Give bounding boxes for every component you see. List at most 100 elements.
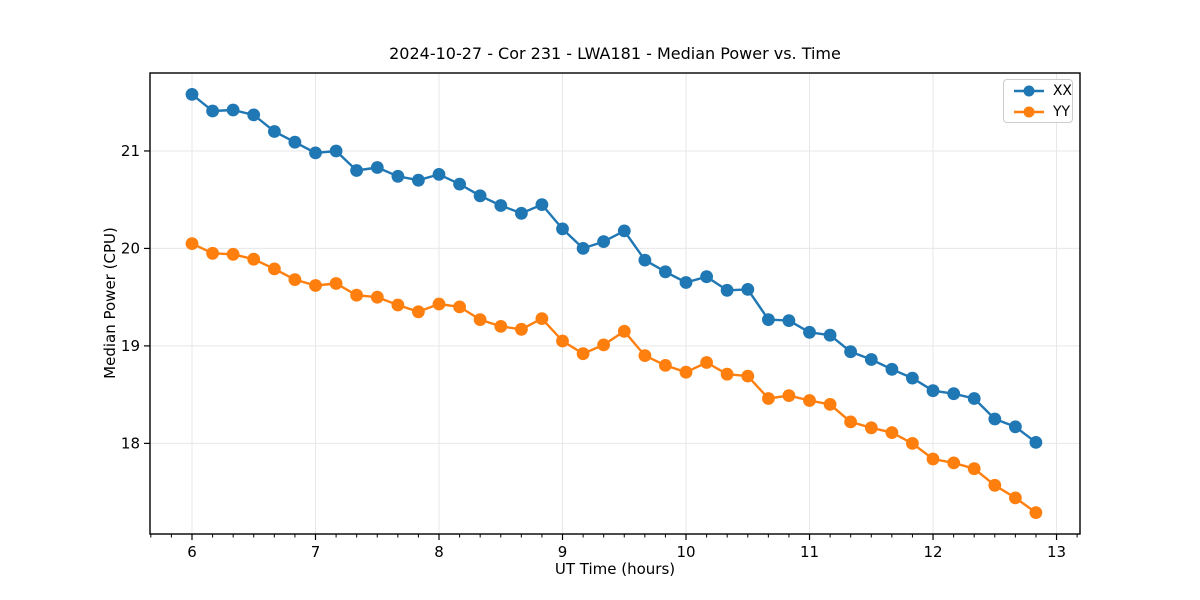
legend-line-sample-icon bbox=[1014, 85, 1044, 96]
data-point-yy bbox=[535, 312, 549, 325]
x-tick-label: 13 bbox=[1047, 543, 1066, 561]
data-point-xx bbox=[617, 224, 631, 238]
data-point-xx bbox=[1009, 420, 1022, 434]
data-point-yy bbox=[947, 456, 961, 470]
y-tick-label: 18 bbox=[121, 434, 140, 452]
data-point-yy bbox=[679, 365, 693, 379]
data-point-xx bbox=[906, 371, 919, 385]
data-point-xx bbox=[309, 146, 322, 160]
data-point-xx bbox=[453, 177, 466, 191]
y-tick-label: 20 bbox=[121, 239, 140, 257]
data-point-xx bbox=[473, 189, 487, 203]
data-point-xx bbox=[597, 235, 610, 249]
x-tick-label: 6 bbox=[187, 543, 197, 561]
data-point-yy bbox=[597, 338, 610, 352]
data-point-xx bbox=[494, 199, 508, 212]
data-point-yy bbox=[720, 367, 734, 381]
plot-border bbox=[149, 72, 1081, 535]
data-point-xx bbox=[782, 314, 796, 327]
data-point-yy bbox=[700, 356, 713, 369]
data-point-xx bbox=[947, 387, 961, 401]
data-point-yy bbox=[576, 347, 590, 361]
data-point-xx bbox=[926, 384, 940, 398]
data-point-xx bbox=[268, 125, 281, 138]
data-point-xx bbox=[1029, 436, 1043, 449]
legend: XX YY bbox=[1003, 79, 1073, 123]
data-point-yy bbox=[247, 252, 261, 266]
data-point-xx bbox=[432, 168, 446, 181]
x-tick-label: 9 bbox=[558, 543, 568, 561]
data-point-xx bbox=[535, 198, 549, 212]
data-point-yy bbox=[206, 246, 220, 260]
data-point-yy bbox=[288, 273, 302, 286]
y-tick-label: 19 bbox=[121, 337, 140, 355]
data-point-xx bbox=[515, 206, 528, 220]
data-point-xx bbox=[350, 164, 363, 177]
data-point-yy bbox=[844, 415, 857, 429]
data-point-yy bbox=[556, 334, 569, 348]
data-point-xx bbox=[288, 135, 302, 149]
data-point-xx bbox=[741, 283, 755, 296]
x-tick-label: 12 bbox=[923, 543, 942, 561]
data-point-xx bbox=[988, 412, 1002, 426]
x-tick-label: 11 bbox=[800, 543, 819, 561]
data-point-yy bbox=[268, 262, 281, 276]
legend-label: XX bbox=[1052, 82, 1072, 99]
data-point-yy bbox=[782, 389, 796, 402]
data-point-yy bbox=[617, 324, 631, 338]
data-point-xx bbox=[803, 325, 816, 339]
data-point-xx bbox=[226, 103, 240, 117]
data-point-xx bbox=[720, 283, 734, 297]
data-point-yy bbox=[926, 452, 940, 466]
data-point-xx bbox=[823, 328, 837, 342]
data-point-yy bbox=[412, 305, 425, 319]
chart-title: 2024-10-27 - Cor 231 - LWA181 - Median P… bbox=[389, 44, 841, 63]
data-point-xx bbox=[679, 276, 693, 289]
data-point-yy bbox=[864, 421, 878, 435]
data-point-xx bbox=[885, 362, 899, 376]
legend-label: YY bbox=[1053, 103, 1071, 120]
data-point-xx bbox=[556, 222, 569, 236]
data-point-yy bbox=[1009, 491, 1022, 505]
y-axis-label: Median Power (CPU) bbox=[101, 227, 119, 379]
data-point-yy bbox=[823, 398, 837, 411]
data-point-yy bbox=[226, 247, 240, 261]
data-point-xx bbox=[967, 392, 981, 405]
data-point-yy bbox=[885, 426, 899, 439]
x-tick-label: 10 bbox=[676, 543, 695, 561]
data-point-yy bbox=[741, 369, 755, 383]
data-point-yy bbox=[329, 277, 343, 290]
legend-entry-xx: XX bbox=[1012, 82, 1072, 100]
data-point-yy bbox=[762, 392, 775, 405]
series-line-xx bbox=[190, 93, 1038, 444]
data-point-yy bbox=[350, 288, 363, 302]
data-point-yy bbox=[370, 290, 384, 304]
data-point-yy bbox=[432, 297, 446, 311]
data-point-yy bbox=[967, 462, 981, 476]
data-point-yy bbox=[638, 349, 652, 362]
legend-line-sample-icon bbox=[1014, 106, 1044, 117]
data-point-xx bbox=[391, 169, 405, 183]
data-point-xx bbox=[762, 313, 775, 326]
x-tick-label: 7 bbox=[311, 543, 321, 561]
data-point-xx bbox=[844, 345, 857, 359]
data-point-xx bbox=[576, 242, 590, 255]
data-point-yy bbox=[453, 300, 466, 314]
data-point-yy bbox=[659, 359, 672, 372]
data-point-yy bbox=[473, 313, 487, 326]
data-point-xx bbox=[412, 173, 425, 187]
data-point-xx bbox=[370, 161, 384, 174]
data-point-xx bbox=[206, 104, 220, 118]
data-point-yy bbox=[515, 322, 528, 336]
x-axis-label: UT Time (hours) bbox=[554, 560, 676, 578]
data-point-xx bbox=[185, 88, 199, 101]
y-tick-label: 21 bbox=[121, 142, 140, 160]
data-point-yy bbox=[906, 437, 919, 450]
data-point-yy bbox=[494, 320, 508, 333]
data-point-xx bbox=[247, 108, 261, 122]
data-point-xx bbox=[329, 144, 343, 158]
data-point-yy bbox=[309, 279, 322, 292]
data-point-xx bbox=[864, 353, 878, 366]
